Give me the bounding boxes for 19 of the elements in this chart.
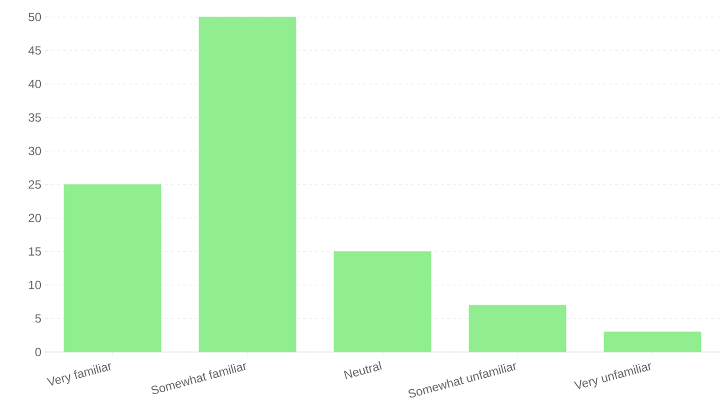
x-tick-label: Very familiar — [46, 363, 111, 386]
bar — [604, 332, 702, 352]
y-tick-label: 0 — [35, 348, 42, 356]
y-tick-label: 35 — [28, 113, 41, 122]
y-tick-label: 10 — [29, 280, 42, 290]
bar — [334, 251, 432, 352]
bar — [64, 184, 162, 352]
x-tick-label: Very unfamiliar — [574, 363, 651, 389]
y-tick-label: 25 — [28, 180, 41, 189]
x-tick-label: Neutral — [344, 361, 382, 380]
y-tick-label: 30 — [28, 146, 42, 156]
y-tick-label: 20 — [28, 214, 42, 222]
y-tick-label: 15 — [29, 247, 41, 256]
bar — [468, 304, 566, 352]
y-tick-label: 50 — [28, 12, 42, 22]
y-tick-label: 5 — [35, 314, 41, 323]
y-tick-label: 40 — [28, 80, 42, 88]
y-tick-label: 45 — [28, 46, 41, 55]
bar — [198, 16, 296, 352]
